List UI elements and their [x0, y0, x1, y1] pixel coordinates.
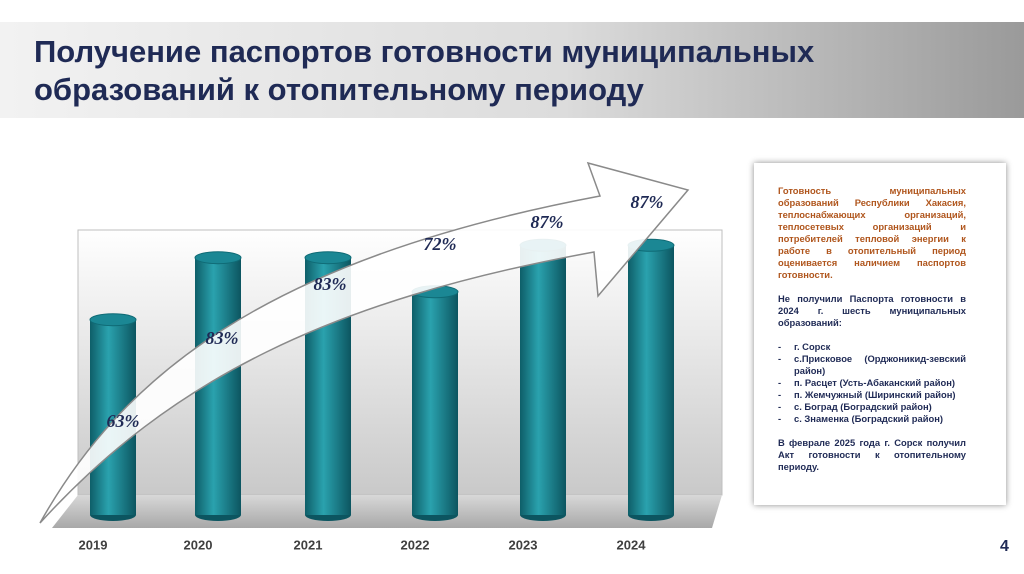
x-tick-label: 2019 [79, 537, 108, 552]
bar-top [304, 251, 352, 265]
info-text: Не получили Паспорта готовности в 2024 г… [778, 293, 966, 328]
bar [520, 245, 566, 516]
x-tick-label: 2020 [184, 537, 213, 552]
x-tick-label: 2021 [294, 537, 323, 552]
value-label: 63% [107, 411, 140, 431]
title-line: образований к отопительному периоду [34, 72, 644, 107]
info-text: Готовность муниципальных образований Рес… [778, 185, 966, 280]
x-tick-label: 2024 [617, 537, 647, 552]
chart: 63% 83% 83% 72% 87% 87% 2019 2020 2021 2022 2023 2… [39, 161, 723, 552]
bar [628, 245, 674, 516]
info-list-item: с. Знаменка (Боградский район) [778, 413, 966, 425]
info-list: г. Сорскс.Присковое (Орджоникид-зевский … [778, 341, 966, 425]
value-label: 72% [424, 234, 457, 254]
growth-arrow [39, 161, 690, 524]
x-tick-label: 2023 [509, 537, 538, 552]
bar-top [194, 251, 242, 265]
info-list-item: п. Расцет (Усть-Абаканский район) [778, 377, 966, 389]
title-line: Получение паспортов готовности муниципал… [34, 34, 815, 69]
page-number: 4 [1000, 538, 1009, 555]
info-list-item: с. Боград (Боградский район) [778, 401, 966, 413]
bar-top [89, 313, 137, 327]
info-text: В феврале 2025 года г. Сорск получил Акт… [778, 437, 966, 472]
info-list-item: п. Жемчужный (Ширинский район) [778, 389, 966, 401]
chart-floor [52, 495, 722, 528]
header: Получение паспортов готовности муниципал… [0, 22, 1024, 118]
value-label: 87% [531, 212, 564, 232]
value-label: 83% [314, 274, 347, 294]
value-label: 83% [206, 328, 239, 348]
value-label: 87% [631, 192, 664, 212]
bar [412, 291, 458, 515]
info-list-item: с.Присковое (Орджоникид-зевский район) [778, 353, 966, 377]
info-box: Готовность муниципальных образований Рес… [754, 163, 1006, 505]
x-tick-label: 2022 [401, 537, 430, 552]
info-list-item: г. Сорск [778, 341, 966, 353]
